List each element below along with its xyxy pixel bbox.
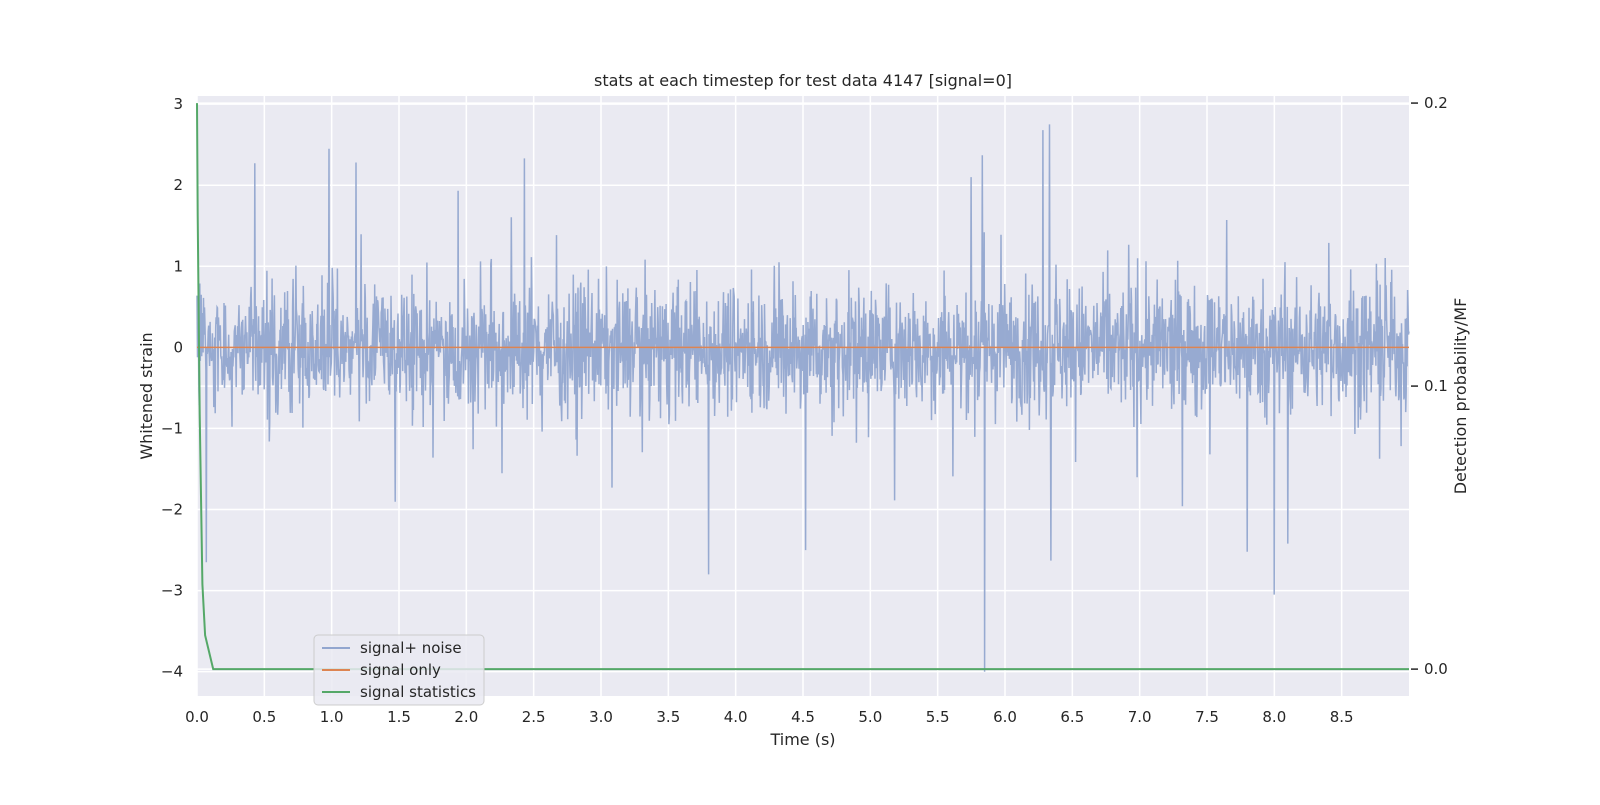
y-tick-label: 3	[173, 95, 183, 113]
x-tick-label: 7.5	[1195, 708, 1219, 726]
y2-tick-label: 0.2	[1424, 94, 1448, 112]
legend: signal+ noise signal only signal statistic…	[313, 634, 485, 706]
x-tick-label: 1.0	[320, 708, 344, 726]
x-tick-label: 0.5	[252, 708, 276, 726]
axes: 0.0 0.5 1.0 1.5 2.0 2.5 3.0 3.5 4.0 4.5 5.0 5.5 6.0 6…	[161, 94, 1448, 726]
legend-entry: signal+ noise	[360, 639, 462, 657]
y-tick-label: 2	[173, 176, 183, 194]
x-tick-label: 0.0	[185, 708, 209, 726]
y2-tick-label: 0.0	[1424, 660, 1448, 678]
legend-entry: signal statistics	[360, 683, 476, 701]
x-tick-label: 6.5	[1060, 708, 1084, 726]
legend-box	[313, 634, 485, 706]
x-tick-label: 3.5	[656, 708, 680, 726]
x-tick-label: 8.0	[1262, 708, 1286, 726]
x-tick-label: 5.0	[858, 708, 882, 726]
y-tick-label: −2	[161, 501, 183, 519]
x-tick-label: 5.5	[926, 708, 950, 726]
x-tick-label: 6.0	[993, 708, 1017, 726]
y2-tick-label: 0.1	[1424, 377, 1448, 395]
y-axis-title: Whitened strain	[137, 332, 156, 459]
series-line-signal-statistics	[196, 103, 1409, 671]
y-tick-label: 0	[173, 338, 183, 356]
y-tick-label: −3	[161, 582, 183, 600]
x-tick-label: 2.0	[454, 708, 478, 726]
x-tick-label: 2.5	[522, 708, 546, 726]
y-tick-label: −4	[161, 663, 183, 681]
x-tick-label: 1.5	[387, 708, 411, 726]
y-tick-label: 1	[173, 257, 183, 275]
y2-axis-title: Detection probability/MF	[1451, 298, 1470, 495]
chart-title: stats at each timestep for test data 414…	[594, 71, 1012, 90]
x-tick-label: 4.5	[791, 708, 815, 726]
legend-entry: signal only	[360, 661, 441, 679]
series-signal-statistics	[196, 103, 1409, 671]
x-tick-label: 4.0	[724, 708, 748, 726]
x-tick-label: 8.5	[1330, 708, 1354, 726]
x-axis-title: Time (s)	[769, 730, 835, 749]
y-tick-label: −1	[161, 419, 183, 437]
x-tick-label: 3.0	[589, 708, 613, 726]
x-tick-label: 7.0	[1128, 708, 1152, 726]
